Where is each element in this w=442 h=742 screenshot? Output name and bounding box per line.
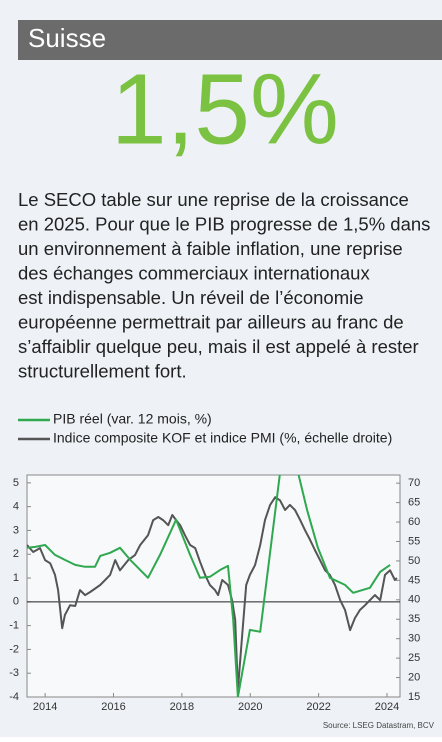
x-tick-label: 2016	[101, 701, 125, 713]
y2-tick-label: 25	[408, 652, 420, 664]
y2-tick-label: 30	[408, 633, 420, 645]
plot-area	[26, 474, 401, 698]
x-tick-label: 2024	[375, 701, 399, 713]
body-line: des échanges commerciaux internationaux	[18, 262, 370, 283]
y2-tick-label: 60	[408, 516, 420, 528]
y2-tick-label: 50	[408, 555, 420, 567]
y-tick-label: 2	[13, 548, 19, 560]
y-tick-label: 3	[13, 524, 19, 536]
y-tick-label: 1	[13, 572, 19, 584]
body-line: structurellement fort.	[18, 360, 187, 381]
body-line: un environnement à faible inflation, une…	[18, 238, 403, 259]
header-bar	[18, 20, 442, 60]
legend-label: PIB réel (var. 12 mois, %)	[53, 411, 212, 427]
y2-tick-label: 20	[408, 671, 420, 683]
x-tick-label: 2022	[306, 701, 330, 713]
y-tick-label: 5	[13, 477, 19, 489]
body-line: s’affaiblir quelque peu, mais il est app…	[18, 336, 419, 357]
x-tick-label: 2014	[33, 701, 57, 713]
y-tick-label: -3	[9, 667, 19, 679]
y2-tick-label: 45	[408, 574, 420, 586]
y-tick-label: -1	[9, 620, 19, 632]
body-line: en 2025. Pour que le PIB progresse de 1,…	[18, 213, 430, 234]
x-tick-label: 2018	[170, 701, 194, 713]
y-tick-label: 4	[13, 501, 19, 513]
y2-tick-label: 35	[408, 613, 420, 625]
y2-tick-label: 65	[408, 497, 420, 509]
source: Source: LSEG Datastram, BCV	[323, 721, 435, 730]
legend-label: Indice composite KOF et indice PMI (%, é…	[53, 430, 392, 446]
body-line: Le SECO table sur une reprise de la croi…	[18, 189, 409, 210]
y2-tick-label: 15	[408, 691, 420, 703]
y-tick-label: 0	[13, 596, 19, 608]
body-line: européenne permettrait par ailleurs au f…	[18, 311, 404, 332]
headline: 1,5%	[111, 53, 339, 165]
y-tick-label: -2	[9, 643, 19, 655]
series-line	[27, 475, 391, 697]
y2-tick-label: 55	[408, 535, 420, 547]
y-tick-label: -4	[9, 691, 19, 703]
x-tick-label: 2020	[238, 701, 262, 713]
plot-clip	[27, 475, 398, 697]
body-line: est indispensable. Un réveil de l’économ…	[18, 287, 364, 308]
y2-tick-label: 70	[408, 477, 420, 489]
header-title: Suisse	[28, 23, 106, 53]
series-line	[27, 496, 398, 691]
y2-tick-label: 40	[408, 594, 420, 606]
